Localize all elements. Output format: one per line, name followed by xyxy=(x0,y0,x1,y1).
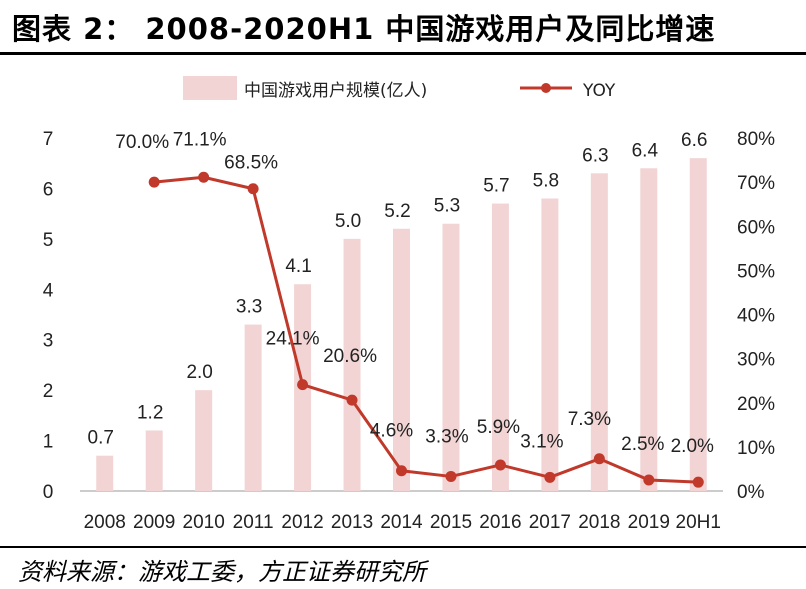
legend-line-marker xyxy=(541,83,551,93)
x-axis-tick-label: 2009 xyxy=(133,512,175,533)
yoy-point xyxy=(494,459,506,471)
legend-bar-label: 中国游戏用户规模(亿人) xyxy=(244,81,427,101)
yoy-data-label: 2.5% xyxy=(621,434,664,455)
right-axis-tick-label: 70% xyxy=(737,173,775,194)
right-axis-tick-label: 0% xyxy=(737,482,765,503)
legend-bar-swatch xyxy=(183,76,237,100)
yoy-point xyxy=(544,471,556,483)
yoy-data-label: 4.6% xyxy=(370,421,413,442)
x-axis-tick-label: 2015 xyxy=(430,512,472,533)
yoy-point xyxy=(593,453,605,465)
yoy-labels: 70.0% 71.1% 68.5% 24.1%20.6% 4.6% 3.3% 5.9%3.1… xyxy=(115,129,714,457)
bottom-rule xyxy=(0,546,806,548)
bar xyxy=(640,168,658,491)
bar-data-label: 2.0 xyxy=(186,362,212,383)
bar-data-label: 1.2 xyxy=(137,402,163,423)
bar-data-label: 0.7 xyxy=(88,428,114,449)
left-axis-tick-label: 3 xyxy=(43,331,54,352)
right-axis-tick-label: 30% xyxy=(737,350,775,371)
yoy-point xyxy=(692,476,704,488)
yoy-data-label: 68.5% xyxy=(224,153,278,174)
bar xyxy=(343,238,361,491)
x-axis-tick-label: 2016 xyxy=(479,512,521,533)
left-axis-tick-label: 6 xyxy=(43,179,54,200)
bar xyxy=(195,390,213,491)
bar xyxy=(145,430,163,491)
yoy-point xyxy=(297,379,309,391)
x-axis-tick-label: 2017 xyxy=(529,512,571,533)
right-axis-tick-label: 80% xyxy=(737,129,775,150)
bar-data-label: 4.1 xyxy=(285,256,311,277)
yoy-data-label: 2.0% xyxy=(671,436,714,457)
yoy-data-label: 20.6% xyxy=(323,346,377,367)
yoy-data-label: 3.3% xyxy=(425,426,468,447)
right-axis-tick-label: 40% xyxy=(737,306,775,327)
x-axis-tick-label: 20H1 xyxy=(676,512,721,533)
yoy-point xyxy=(643,474,655,486)
bar xyxy=(689,158,707,491)
bar xyxy=(96,455,114,491)
yoy-line xyxy=(154,175,699,484)
x-axis-tick-label: 2011 xyxy=(233,512,274,533)
x-axis-tick-label: 2013 xyxy=(331,512,373,533)
yoy-point xyxy=(396,465,407,477)
yoy-data-label: 71.1% xyxy=(173,129,227,150)
left-axis-tick-label: 2 xyxy=(43,381,54,402)
bar-data-label: 6.4 xyxy=(632,140,659,161)
x-axis-tick-label: 2018 xyxy=(578,512,620,533)
bar-data-label: 3.3 xyxy=(236,297,262,318)
bar xyxy=(244,324,262,491)
bar-data-label: 6.3 xyxy=(582,145,608,166)
bar xyxy=(541,198,559,491)
yoy-data-label: 7.3% xyxy=(568,409,611,430)
yoy-data-label: 5.9% xyxy=(477,417,520,438)
yoy-data-label: 70.0% xyxy=(115,132,169,153)
yoy-series xyxy=(148,171,704,488)
left-axis-tick-label: 1 xyxy=(43,432,54,453)
yoy-data-label: 24.1% xyxy=(266,329,320,350)
legend: 中国游戏用户规模(亿人) YOY xyxy=(183,76,616,101)
x-axis-tick-label: 2019 xyxy=(628,512,670,533)
right-axis-tick-label: 60% xyxy=(737,217,775,238)
bar xyxy=(590,173,608,492)
bar-data-label: 5.7 xyxy=(483,176,509,197)
bar xyxy=(393,228,410,491)
top-rule xyxy=(0,52,806,55)
bar xyxy=(491,203,509,492)
chart: 中国游戏用户规模(亿人) YOY 012345670%10%20%30%40%5… xyxy=(43,76,775,533)
bar xyxy=(442,223,460,491)
yoy-point xyxy=(148,176,160,188)
yoy-point xyxy=(445,470,457,482)
yoy-point xyxy=(247,183,259,195)
left-axis-tick-label: 0 xyxy=(43,482,54,503)
bar-data-label: 6.6 xyxy=(681,130,707,151)
bar-labels: 0.7 1.2 2.0 3.3 4.1 5.0 5.2 5.3 5.7 5.8 6.3 6.4 6.6 xyxy=(88,130,708,449)
bar-data-label: 5.0 xyxy=(335,211,361,232)
right-axis-tick-label: 10% xyxy=(737,438,775,459)
chart-title: 图表 2： 2008-2020H1 中国游戏用户及同比增速 xyxy=(12,12,716,46)
source-note: 资料来源：游戏工委，方正证券研究所 xyxy=(18,558,426,586)
x-axis-tick-label: 2014 xyxy=(380,512,423,533)
yoy-data-label: 3.1% xyxy=(520,431,563,452)
bar-series xyxy=(96,158,707,492)
right-axis-tick-label: 50% xyxy=(737,261,775,282)
left-axis-tick-label: 5 xyxy=(43,230,54,251)
yoy-point xyxy=(346,394,358,406)
x-axis-tick-label: 2010 xyxy=(183,512,225,533)
x-axis-tick-label: 2012 xyxy=(281,512,323,533)
right-axis-tick-label: 20% xyxy=(737,394,775,415)
x-axis-tick-label: 2008 xyxy=(84,512,126,533)
yoy-point xyxy=(198,171,210,183)
bar-data-label: 5.2 xyxy=(384,201,410,222)
left-axis-tick-label: 7 xyxy=(43,129,54,150)
bar-data-label: 5.8 xyxy=(533,171,559,192)
bar-data-label: 5.3 xyxy=(434,196,460,217)
legend-line-label: YOY xyxy=(582,81,616,101)
left-axis-tick-label: 4 xyxy=(43,280,54,301)
